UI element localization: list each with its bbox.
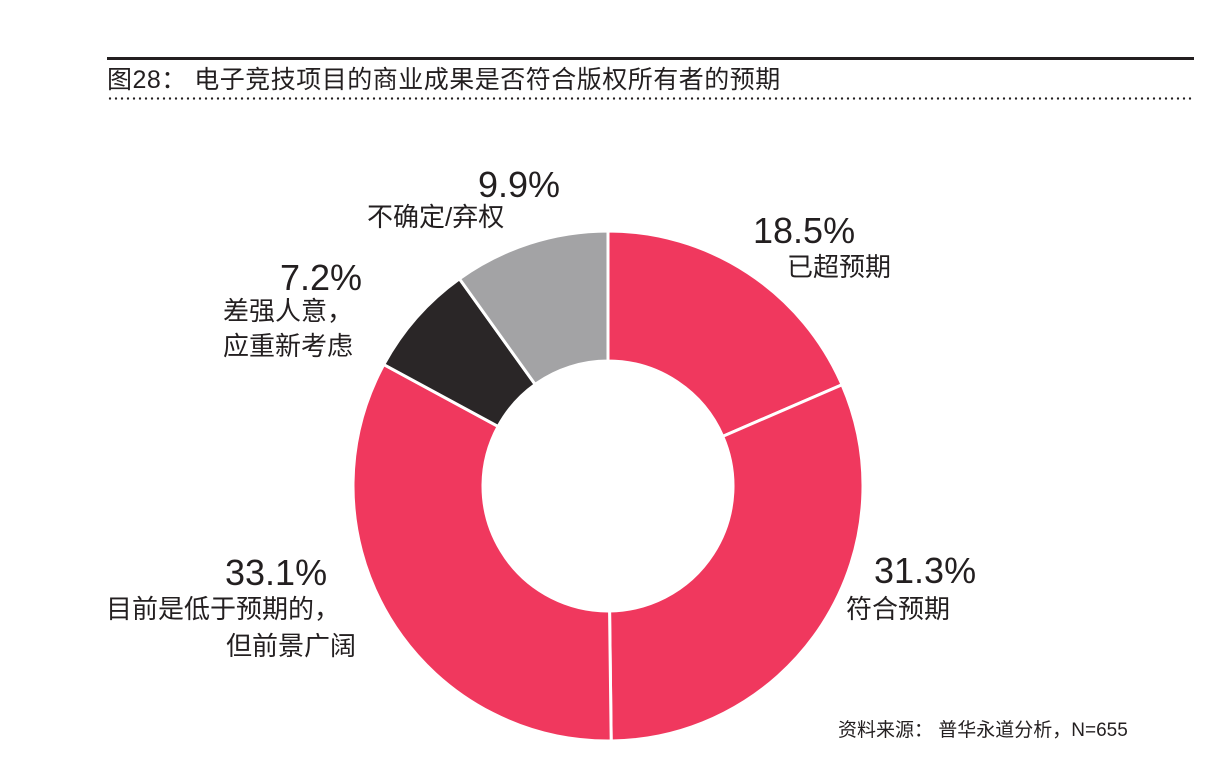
slice-label-met-text: 符合预期 xyxy=(846,594,951,624)
slice-label-exceeded-pct: 18.5% xyxy=(753,210,856,251)
slice-label-below-pct: 33.1% xyxy=(225,552,328,593)
slice-label-poor-line1: 差强人意， xyxy=(223,296,354,326)
slice-label-met-pct: 31.3% xyxy=(874,550,977,591)
top-rule xyxy=(107,57,1194,60)
donut-slice-exceeded xyxy=(606,229,845,439)
source-note: 资料来源： 普华永道分析，N=655 xyxy=(838,720,1128,741)
donut-slice-unsure xyxy=(457,229,610,387)
slice-label-exceeded-text: 已超预期 xyxy=(787,252,892,282)
slice-label-poor-line2: 应重新考虑 xyxy=(223,331,354,361)
slice-label-below-line1: 目前是低于预期的， xyxy=(106,594,341,624)
slice-label-unsure-text: 不确定/弃权 xyxy=(367,202,505,232)
donut-slice-met xyxy=(608,382,865,743)
donut-slice-below xyxy=(351,362,613,743)
slice-label-below-line2: 但前景广阔 xyxy=(226,631,357,661)
chart-title: 图28： 电子竞技项目的商业成果是否符合版权所有者的预期 xyxy=(107,66,781,94)
slice-label-unsure-pct: 9.9% xyxy=(478,164,561,205)
dotted-rule xyxy=(107,97,1194,100)
slice-label-poor-pct: 7.2% xyxy=(280,257,363,298)
